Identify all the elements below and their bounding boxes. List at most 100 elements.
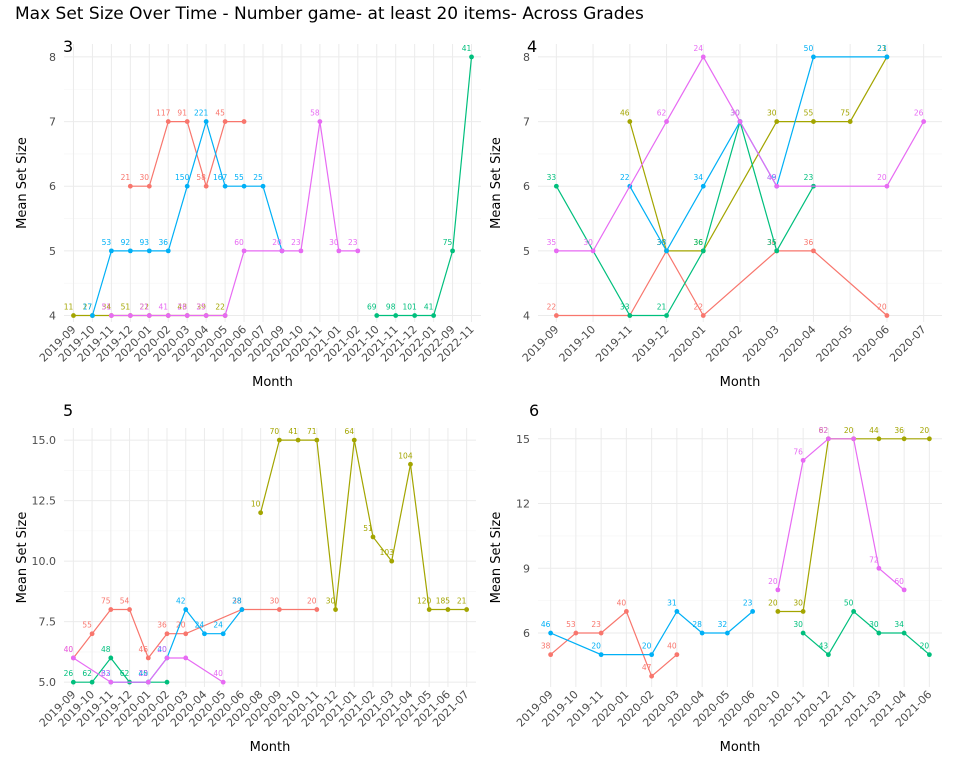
data-point	[260, 183, 266, 189]
data-point	[71, 313, 76, 318]
x-tick-label: 2020-03	[740, 323, 782, 365]
data-label: 30	[326, 597, 336, 606]
data-label: 20	[307, 597, 317, 606]
data-point	[811, 119, 816, 124]
data-label: 20	[920, 642, 930, 651]
data-point	[664, 119, 669, 124]
data-point	[851, 436, 857, 442]
y-tick-label: 12.5	[32, 495, 57, 508]
data-point	[183, 631, 189, 637]
data-point	[184, 119, 190, 124]
data-label: 47	[642, 663, 652, 672]
data-label: 36	[158, 238, 168, 247]
y-tick-label: 8	[49, 51, 56, 64]
data-point	[573, 630, 579, 636]
data-label: 64	[344, 427, 354, 436]
data-point	[926, 652, 932, 658]
data-point	[276, 437, 282, 443]
data-point	[590, 248, 596, 254]
data-label: 35	[547, 238, 557, 247]
data-point	[876, 565, 882, 571]
data-point	[222, 183, 228, 189]
data-point	[825, 652, 831, 658]
data-point	[241, 119, 247, 124]
data-point	[699, 630, 705, 636]
data-label: 26	[914, 109, 924, 118]
data-label: 20	[272, 238, 282, 247]
y-tick-label: 15.0	[32, 434, 57, 447]
data-point	[811, 54, 816, 60]
data-point	[674, 652, 680, 658]
data-point	[775, 587, 781, 593]
data-label: 75	[101, 597, 111, 606]
x-tick-label: 2019-10	[557, 323, 599, 365]
y-tick-label: 4	[523, 310, 530, 323]
data-label: 21	[457, 597, 467, 606]
data-label: 62	[82, 669, 92, 678]
data-label: 28	[692, 620, 702, 629]
data-point	[203, 313, 209, 318]
data-point	[800, 609, 806, 614]
data-point	[314, 437, 320, 443]
y-axis-title: Mean Set Size	[489, 137, 504, 229]
data-point	[164, 679, 170, 685]
data-point	[464, 607, 470, 612]
data-point	[884, 54, 890, 60]
chart-panel-5: 5.07.510.012.515.02019-092019-102019-112…	[15, 401, 476, 755]
data-label: 101	[402, 303, 417, 312]
data-point	[108, 248, 114, 254]
data-label: 20	[844, 426, 854, 435]
data-label: 20	[642, 642, 652, 651]
data-label: 36	[693, 238, 703, 247]
data-label: 167	[213, 173, 228, 182]
data-label: 41	[462, 44, 472, 53]
series-line-3	[802, 610, 930, 656]
data-label: 48	[101, 645, 111, 654]
data-label: 30	[329, 238, 339, 247]
data-point	[222, 119, 228, 124]
data-label: 76	[793, 447, 803, 456]
y-tick-label: 6	[523, 180, 530, 193]
data-point	[222, 313, 228, 318]
data-point	[241, 248, 247, 254]
data-label: 30	[793, 620, 803, 629]
y-axis-title: Mean Set Size	[15, 137, 30, 229]
x-axis-title: Month	[250, 740, 291, 755]
data-point	[664, 248, 669, 254]
data-label: 25	[253, 173, 263, 182]
data-label: 103	[380, 548, 395, 557]
data-point	[127, 183, 133, 189]
data-point	[258, 510, 264, 516]
data-label: 30	[270, 597, 280, 606]
data-label: 70	[270, 427, 280, 436]
data-label: 30	[140, 173, 150, 182]
data-label: 20	[591, 642, 601, 651]
data-label: 62	[101, 669, 111, 678]
y-tick-label: 6	[49, 180, 56, 193]
data-label: 17	[83, 303, 93, 312]
data-point	[370, 534, 376, 540]
data-label: 30	[583, 238, 593, 247]
data-label: 120	[417, 597, 432, 606]
data-point	[774, 183, 780, 189]
data-label: 44	[869, 426, 879, 435]
data-label: 55	[804, 109, 814, 118]
series-line-1	[72, 608, 317, 660]
data-point	[108, 655, 114, 661]
data-point	[553, 183, 559, 189]
data-point	[108, 679, 114, 685]
data-point	[127, 607, 132, 612]
data-point	[847, 119, 853, 124]
panel-title: 4	[527, 37, 537, 56]
panel-title: 6	[529, 401, 539, 420]
data-point	[469, 54, 474, 60]
data-label: 10	[251, 500, 261, 509]
data-label: 26	[64, 669, 74, 678]
data-label: 46	[620, 109, 630, 118]
y-axis-title: Mean Set Size	[489, 512, 504, 604]
y-tick-label: 7	[49, 116, 56, 129]
x-axis-title: Month	[720, 740, 761, 755]
data-label: 75	[443, 238, 453, 247]
data-point	[145, 655, 151, 661]
data-label: 50	[804, 44, 814, 53]
